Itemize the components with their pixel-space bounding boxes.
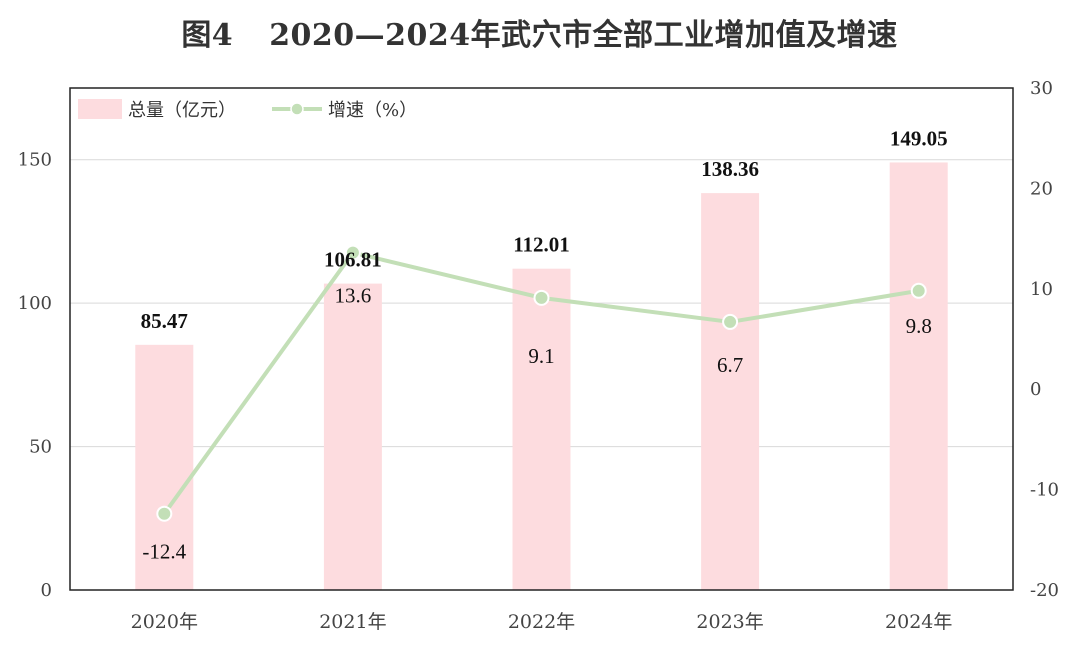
- x-tick-label: 2022年: [508, 611, 575, 633]
- legend-bar-label: 总量（亿元）: [128, 100, 236, 121]
- y-right-tick-label: 0: [1030, 379, 1041, 400]
- y-left-tick-label: 0: [41, 580, 52, 601]
- data-labels: 85.47 106.81 112.01 138.36 149.05 -12.4 13.6 9.…: [141, 126, 948, 563]
- bar-value-label: 106.81: [324, 248, 382, 272]
- bar-value-label: 85.47: [141, 309, 188, 333]
- figure-title: 2020—2024年武穴市全部工业增加值及增速: [269, 18, 898, 53]
- bar: [135, 344, 194, 590]
- bar-value-label: 149.05: [890, 126, 948, 150]
- y-right-tick-label: 10: [1030, 279, 1053, 300]
- axes: 0 50 100 150 -20 -10 0 10 20 30 2020年 2021年 2022年 202…: [18, 78, 1059, 633]
- y-left-tick-label: 50: [29, 437, 52, 458]
- y-right-tick-label: -10: [1030, 480, 1059, 501]
- rate-value-label: 9.8: [906, 314, 932, 338]
- x-tick-label: 2023年: [696, 611, 763, 633]
- bar: [323, 283, 382, 590]
- bar: [701, 193, 760, 590]
- legend-line-marker: [290, 102, 304, 116]
- x-tick-label: 2021年: [319, 611, 386, 633]
- x-tick-label: 2024年: [885, 611, 952, 633]
- chart-title: 图4 2020—2024年武穴市全部工业增加值及增速: [0, 10, 1079, 54]
- rate-value-label: 9.1: [528, 344, 554, 368]
- legend: 总量（亿元） 增速（%）: [78, 99, 417, 121]
- bar: [512, 268, 571, 590]
- x-tick-label: 2020年: [131, 611, 198, 633]
- rate-value-label: 6.7: [717, 353, 743, 377]
- rate-point: [156, 505, 173, 522]
- rate-point: [533, 289, 550, 306]
- legend-line-label: 增速（%）: [328, 100, 417, 121]
- bar: [889, 162, 948, 590]
- legend-bar-swatch: [78, 99, 122, 119]
- rate-value-label: -12.4: [142, 540, 186, 564]
- rate-point: [344, 244, 361, 261]
- rate-series: [156, 244, 927, 522]
- rate-point: [910, 282, 927, 299]
- rate-value-label: 13.6: [335, 284, 372, 308]
- figure-number: 图4: [181, 18, 234, 53]
- rate-point: [722, 313, 739, 330]
- bar-series: [135, 162, 948, 590]
- y-left-tick-label: 150: [18, 150, 52, 171]
- y-right-tick-label: 20: [1030, 178, 1053, 199]
- plot-frame: [69, 87, 1014, 591]
- y-left-tick-label: 100: [18, 293, 52, 314]
- y-right-tick-label: 30: [1030, 78, 1053, 99]
- bar-value-label: 138.36: [701, 157, 759, 181]
- bar-value-label: 112.01: [513, 233, 570, 257]
- y-right-tick-label: -20: [1030, 580, 1059, 601]
